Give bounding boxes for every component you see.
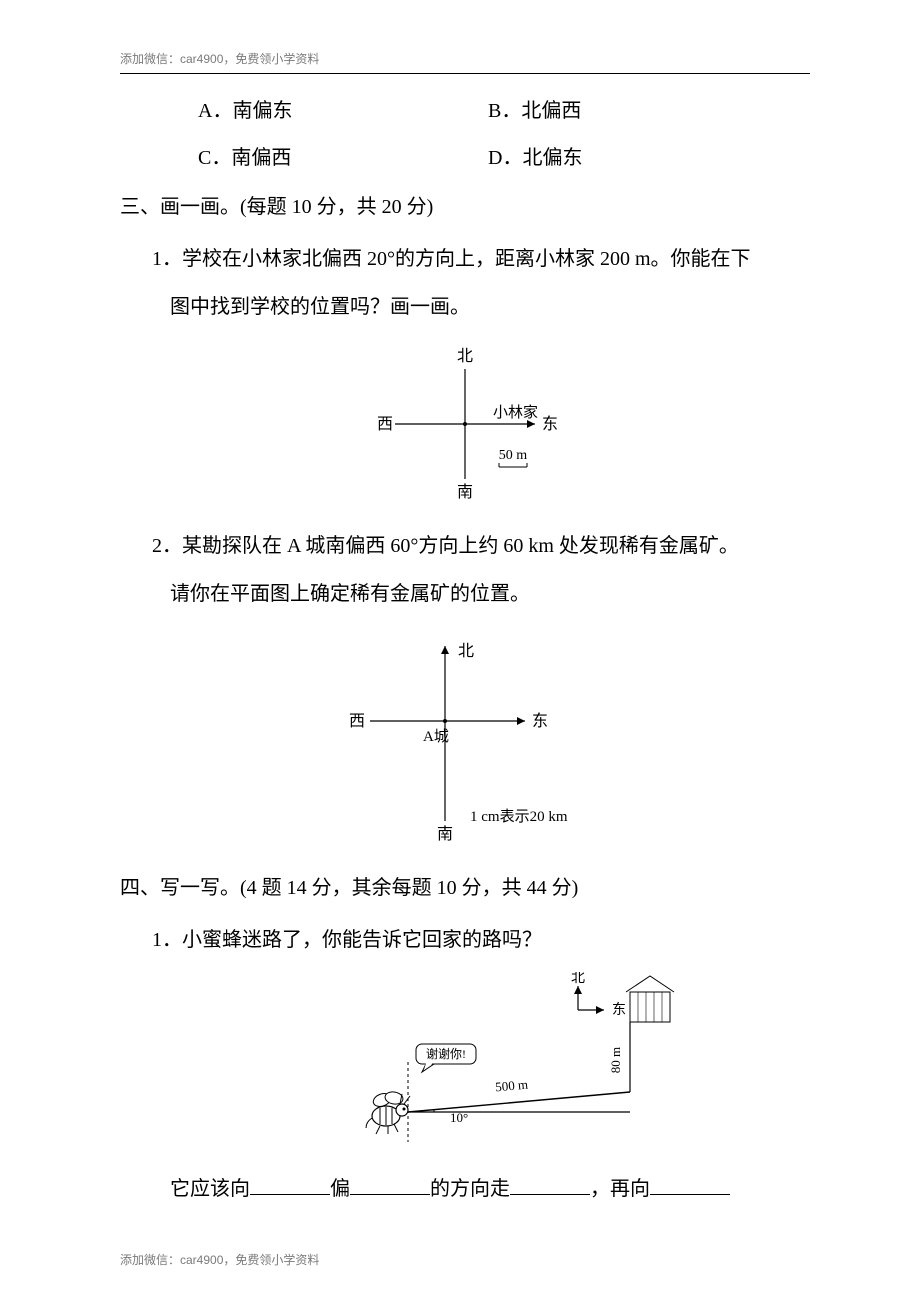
svg-text:南: 南: [437, 825, 453, 843]
choices-row-2: C．南偏西 D．北偏东: [198, 141, 810, 170]
answer-p2: 偏: [330, 1178, 350, 1200]
q3-1-line1: 1．学校在小林家北偏西 20°的方向上，距离小林家 200 m。你能在下: [152, 237, 810, 281]
choice-c: C．南偏西: [198, 141, 488, 170]
blank-2: [350, 1170, 430, 1195]
svg-text:1 cm表示20 km: 1 cm表示20 km: [470, 808, 568, 825]
header-rule: [120, 73, 810, 74]
choice-b: B．北偏西: [488, 94, 581, 123]
svg-text:50 m: 50 m: [499, 448, 528, 463]
svg-text:500 m: 500 m: [495, 1077, 529, 1095]
compass-diagram-2: 北 南 西 东 A城 1 cm表示20 km: [120, 626, 810, 851]
svg-text:A城: A城: [423, 728, 449, 745]
q3-1-line2: 图中找到学校的位置吗？画一画。: [170, 285, 810, 329]
svg-text:小林家: 小林家: [493, 404, 538, 421]
section-4-title: 四、写一写。(4 题 14 分，其余每题 10 分，共 44 分): [120, 871, 810, 900]
svg-text:80 m: 80 m: [608, 1047, 623, 1073]
answer-p4: ，再向: [590, 1178, 650, 1200]
svg-text:北: 北: [571, 972, 585, 986]
compass-diagram-1: 北 南 西 东 小林家 50 m: [120, 339, 810, 514]
choices-row-1: A．南偏东 B．北偏西: [198, 94, 810, 123]
blank-1: [250, 1170, 330, 1195]
blank-4: [650, 1170, 730, 1195]
footer-note: 添加微信：car4900，免费领小学资料: [120, 1251, 810, 1268]
choice-d: D．北偏东: [488, 141, 582, 170]
svg-text:北: 北: [458, 642, 474, 660]
q3-2-line2: 请你在平面图上确定稀有金属矿的位置。: [170, 572, 810, 616]
svg-text:10°: 10°: [450, 1110, 468, 1125]
svg-text:东: 东: [542, 415, 558, 433]
answer-p1: 它应该向: [170, 1178, 250, 1200]
svg-text:西: 西: [377, 416, 393, 433]
blank-3: [510, 1170, 590, 1195]
svg-text:西: 西: [349, 713, 365, 730]
svg-text:东: 东: [532, 712, 548, 730]
choice-a: A．南偏东: [198, 94, 488, 123]
q3-2-line1: 2．某勘探队在 A 城南偏西 60°方向上约 60 km 处发现稀有金属矿。: [152, 524, 810, 568]
answer-p3: 的方向走: [430, 1178, 510, 1200]
svg-text:东: 东: [612, 1002, 626, 1018]
section-3-title: 三、画一画。(每题 10 分，共 20 分): [120, 190, 810, 219]
header-note: 添加微信：car4900，免费领小学资料: [120, 50, 810, 67]
svg-text:谢谢你!: 谢谢你!: [426, 1046, 466, 1061]
bee-diagram: 北 东 80 m 500 m 10° 谢谢你!: [300, 972, 810, 1157]
svg-text:北: 北: [457, 347, 473, 365]
q4-1-text: 1．小蜜蜂迷路了，你能告诉它回家的路吗？: [152, 918, 810, 962]
answer-line: 它应该向 偏 的方向走 ，再向: [170, 1167, 810, 1211]
svg-text:南: 南: [457, 483, 473, 501]
